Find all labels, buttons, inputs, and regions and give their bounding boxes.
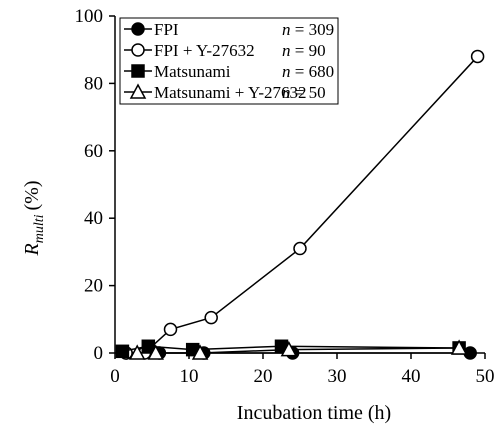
- y-axis-title: Rmulti (%): [21, 181, 47, 257]
- data-point: [191, 344, 209, 360]
- x-tick-label: 10: [180, 366, 199, 387]
- data-point: [450, 339, 468, 355]
- x-axis-title: Incubation time (h): [237, 402, 391, 424]
- n-symbol: n: [282, 62, 291, 81]
- y-tick-label: 0: [94, 343, 104, 364]
- data-point: [147, 344, 164, 360]
- n-value: = 309: [291, 20, 335, 39]
- y-axis-title-unit: (%): [21, 181, 43, 211]
- legend-n-label: n = 90: [282, 41, 326, 60]
- y-tick-label: 20: [84, 276, 103, 297]
- legend-n-label: n = 50: [282, 83, 326, 102]
- n-symbol: n: [282, 83, 291, 102]
- data-point: [280, 341, 298, 357]
- y-axis-title-main: R: [21, 243, 43, 256]
- y-tick-label: 100: [75, 6, 104, 27]
- legend-marker: [131, 22, 145, 36]
- legend-marker: [131, 43, 145, 57]
- data-point: [293, 241, 307, 256]
- legend-marker: [131, 64, 145, 78]
- n-symbol: n: [282, 20, 291, 39]
- series-4: [128, 339, 468, 360]
- x-tick-label: 50: [476, 366, 495, 387]
- legend-marker: [129, 83, 147, 99]
- data-point: [128, 344, 146, 360]
- y-tick-label: 60: [84, 141, 103, 162]
- x-tick-label: 40: [402, 366, 421, 387]
- n-value: = 680: [291, 62, 335, 81]
- x-tick-label: 30: [328, 366, 347, 387]
- data-point: [115, 344, 130, 359]
- y-axis-title-sub: multi: [32, 214, 47, 243]
- legend-label: Matsunami + Y-27632: [154, 83, 307, 102]
- data-point: [470, 49, 485, 64]
- y-tick-label: 40: [84, 208, 103, 229]
- n-value: = 90: [291, 41, 326, 60]
- x-tick-label: 20: [254, 366, 273, 387]
- legend-label: Matsunami: [154, 62, 231, 81]
- legend: FPI n = 309 FPI + Y-27632 n = 90 Matsunami n …: [119, 17, 339, 105]
- data-point: [204, 310, 218, 325]
- n-value: = 50: [291, 83, 326, 102]
- legend-n-label: n = 680: [282, 62, 334, 81]
- legend-box: [119, 17, 339, 105]
- legend-n-label: n = 309: [282, 20, 334, 39]
- n-symbol: n: [282, 41, 291, 60]
- legend-label: FPI + Y-27632: [154, 41, 255, 60]
- legend-label: FPI: [154, 20, 179, 39]
- axes: 0 20 40 60 80 100 0 10 20 30 40 50: [75, 6, 495, 387]
- data-point: [163, 322, 178, 337]
- y-tick-label: 80: [84, 73, 103, 94]
- x-tick-label: 0: [110, 366, 120, 387]
- series-layer: [115, 49, 485, 360]
